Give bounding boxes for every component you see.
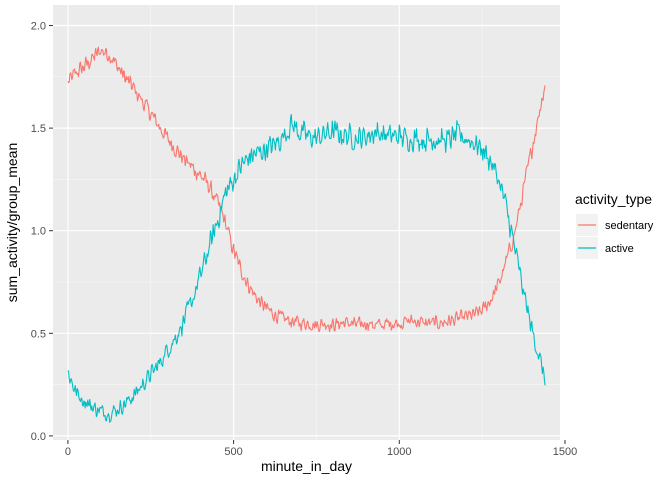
series-line-active bbox=[67, 113, 546, 423]
x-tick-label: 0 bbox=[65, 446, 71, 458]
x-tick-label: 1500 bbox=[553, 446, 577, 458]
major-gridlines bbox=[53, 5, 566, 440]
legend-label-active: active bbox=[605, 243, 634, 255]
x-tick-label: 500 bbox=[224, 446, 242, 458]
legend-label-sedentary: sedentary bbox=[605, 220, 654, 232]
y-tick-label: 0.0 bbox=[31, 431, 46, 443]
x-tick-label: 1000 bbox=[387, 446, 411, 458]
y-tick-label: 1.5 bbox=[31, 123, 46, 135]
series-line-sedentary bbox=[67, 46, 546, 333]
x-axis-title: minute_in_day bbox=[261, 458, 352, 474]
y-axis-title: sum_activity/group_mean bbox=[4, 143, 20, 303]
x-axis: 0 500 1000 1500 bbox=[65, 440, 577, 458]
legend-items: sedentary active bbox=[576, 214, 654, 259]
legend-title: activity_type bbox=[575, 191, 652, 207]
y-axis: 0.0 0.5 1.0 1.5 2.0 bbox=[31, 21, 53, 443]
series-layer bbox=[67, 46, 546, 423]
y-tick-label: 1.0 bbox=[31, 226, 46, 238]
plot-panel bbox=[53, 5, 560, 440]
y-tick-label: 0.5 bbox=[31, 328, 46, 340]
y-tick-label: 2.0 bbox=[31, 21, 46, 33]
minor-gridlines bbox=[53, 5, 560, 440]
legend: activity_type sedentary active bbox=[575, 191, 654, 259]
